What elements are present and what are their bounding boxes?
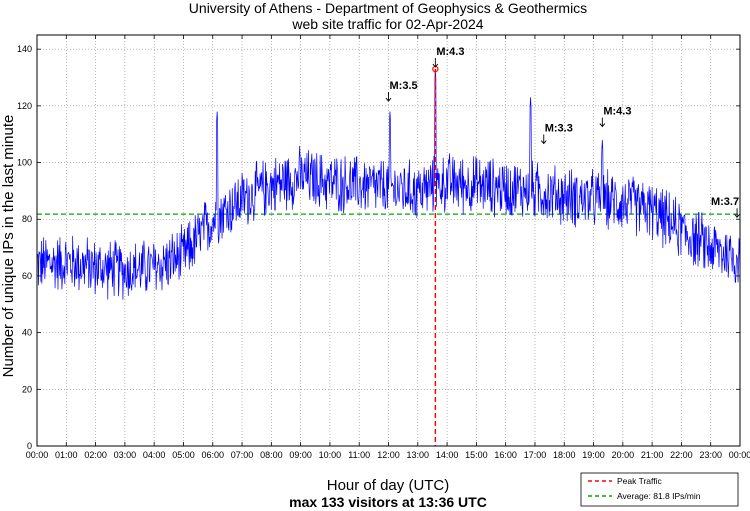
y-tick-label: 40	[22, 328, 32, 338]
x-tick-label: 03:00	[114, 450, 137, 460]
chart-title-line2: web site traffic for 02-Apr-2024	[291, 16, 483, 32]
y-tick-label: 80	[22, 214, 32, 224]
x-tick-label: 17:00	[524, 450, 547, 460]
annotation-3: M:3.3	[540, 123, 573, 145]
y-tick-label: 120	[17, 101, 32, 111]
max-visitors-subtitle: max 133 visitors at 13:36 UTC	[289, 494, 487, 510]
legend-peak-label: Peak Traffic	[617, 476, 662, 486]
annotation-label: M:4.3	[436, 46, 464, 58]
x-tick-label: 15:00	[465, 450, 488, 460]
x-tick-label: 00:00	[729, 450, 750, 460]
y-tick-label: 100	[17, 158, 32, 168]
y-tick-label: 60	[22, 271, 32, 281]
annotation-arrow-head	[599, 123, 606, 128]
x-tick-label: 08:00	[260, 450, 283, 460]
annotation-arrow-head	[385, 97, 392, 102]
x-tick-label: 19:00	[582, 450, 605, 460]
x-tick-label: 00:00	[26, 450, 49, 460]
x-tick-label: 09:00	[289, 450, 312, 460]
x-tick-label: 02:00	[84, 450, 107, 460]
annotation-4: M:4.3	[599, 106, 631, 128]
axis-ticks: 0 20 40 60 80 100 120 140 00:00 01:00 02:00 03:00 04…	[17, 35, 750, 460]
traffic-series-line	[36, 68, 741, 300]
y-tick-label: 20	[22, 384, 32, 394]
legend-box	[580, 472, 739, 507]
legend-average-label: Average: 81.8 IPs/min	[617, 491, 701, 501]
x-tick-label: 22:00	[670, 450, 693, 460]
annotation-arrow-head	[540, 140, 547, 145]
x-tick-label: 20:00	[612, 450, 635, 460]
x-tick-label: 14:00	[436, 450, 459, 460]
x-tick-label: 16:00	[494, 450, 517, 460]
x-tick-label: 21:00	[641, 450, 664, 460]
annotation-2: M:4.3	[432, 46, 464, 68]
annotation-arrow-head	[734, 213, 740, 218]
annotation-label: M:3.5	[390, 80, 418, 92]
x-axis-label: Hour of day (UTC)	[327, 477, 450, 494]
annotation-label: M:3.7	[711, 196, 739, 208]
x-tick-label: 11:00	[348, 450, 370, 460]
chart-title-line1: University of Athens - Department of Geo…	[189, 0, 587, 16]
x-tick-label: 13:00	[407, 450, 430, 460]
annotation-label: M:3.3	[545, 123, 573, 135]
x-tick-label: 07:00	[231, 450, 254, 460]
x-tick-label: 10:00	[319, 450, 342, 460]
series-layer	[36, 68, 741, 300]
grid	[37, 35, 740, 446]
plot-frame	[36, 34, 741, 447]
annotation-5: M:3.7	[711, 196, 740, 218]
annotation-arrow-head	[432, 63, 439, 68]
annotations: M:3.5 M:4.3 M:3.3 M:4.3 M:3.7	[385, 46, 740, 218]
annotation-label: M:4.3	[603, 106, 631, 118]
x-tick-label: 06:00	[201, 450, 224, 460]
x-tick-label: 05:00	[172, 450, 195, 460]
legend: Peak Traffic Average: 81.8 IPs/min	[580, 472, 739, 507]
y-axis-label: Number of unique IPs in the last minute	[0, 115, 17, 378]
x-tick-label: 12:00	[377, 450, 400, 460]
y-tick-label: 0	[27, 441, 32, 451]
x-tick-label: 04:00	[143, 450, 166, 460]
x-tick-label: 23:00	[699, 450, 722, 460]
x-tick-label: 18:00	[553, 450, 576, 460]
y-tick-label: 140	[17, 44, 32, 54]
annotation-1: M:3.5	[385, 80, 418, 102]
x-tick-label: 01:00	[55, 450, 78, 460]
